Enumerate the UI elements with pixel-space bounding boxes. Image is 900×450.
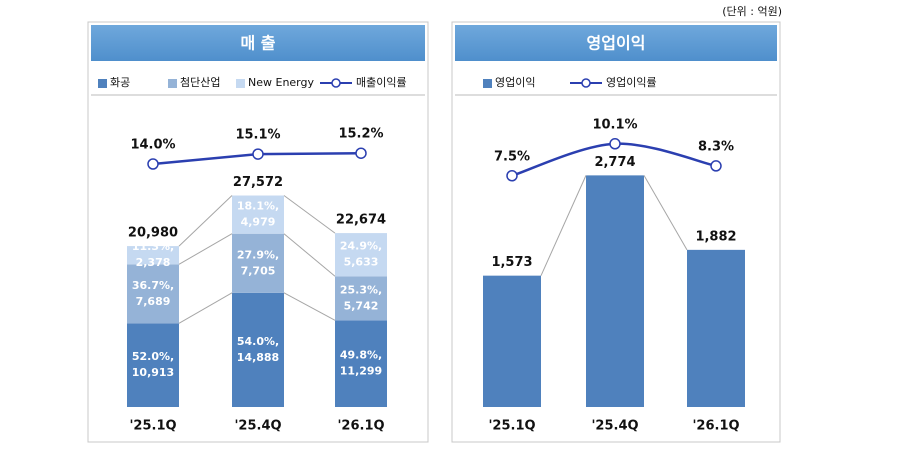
legend-label: 첨단산업 <box>180 76 220 89</box>
legend-label: 영업이익 <box>495 76 535 89</box>
total-label: 22,674 <box>336 213 386 228</box>
line-marker <box>609 138 621 150</box>
x-tick-label: '25.1Q <box>488 419 535 434</box>
segment-share-label: 54.0%, <box>237 335 279 348</box>
panel-header <box>455 25 777 61</box>
line-marker <box>506 170 518 182</box>
panel-title: 매 출 <box>240 34 275 53</box>
connector <box>283 292 336 321</box>
connector <box>178 195 233 247</box>
bar-segment <box>127 264 179 324</box>
legend-swatch <box>98 79 107 88</box>
segment-share-label: 25.3%, <box>340 283 382 296</box>
total-label: 27,572 <box>233 175 283 190</box>
connector <box>178 233 233 265</box>
segment-share-label: 27.9%, <box>237 248 279 261</box>
line-value-label: 14.0% <box>130 138 175 153</box>
segment-share-label: 49.8%, <box>340 349 382 362</box>
legend-label: 영업이익률 <box>606 76 657 89</box>
x-tick-label: '25.4Q <box>591 419 638 434</box>
bar-value-label: 2,774 <box>594 155 635 170</box>
legend-marker <box>581 78 591 88</box>
bar-value-label: 1,573 <box>491 255 532 270</box>
line-value-label: 7.5% <box>494 149 530 164</box>
legend-marker <box>331 78 341 88</box>
segment-value-label: 5,742 <box>344 299 379 312</box>
x-tick-label: '26.1Q <box>337 419 384 434</box>
segment-share-label: 36.7%, <box>132 279 174 292</box>
connector <box>283 233 336 277</box>
line-value-label: 8.3% <box>698 139 734 154</box>
line-marker <box>252 148 264 160</box>
connector <box>643 175 688 251</box>
bar-segment <box>127 246 179 265</box>
connector <box>178 292 233 324</box>
segment-value-label: 2,378 <box>136 256 171 269</box>
segment-share-label: 52.0%, <box>132 350 174 363</box>
connector <box>540 175 587 276</box>
segment-share-label: 11.3%, <box>132 240 174 253</box>
segment-share-label: 18.1%, <box>237 200 279 213</box>
line-marker <box>355 147 367 159</box>
bar-segment <box>335 320 387 407</box>
line-value-label: 10.1% <box>592 117 637 132</box>
bar-segment <box>687 249 745 407</box>
x-tick-label: '25.1Q <box>129 419 176 434</box>
bar-segment <box>335 276 387 321</box>
legend-swatch <box>236 79 245 88</box>
panel-header <box>91 25 425 61</box>
bar-value-label: 1,882 <box>695 229 736 244</box>
segment-value-label: 7,705 <box>241 264 276 277</box>
bar-segment <box>232 195 284 234</box>
segment-value-label: 11,299 <box>340 365 382 378</box>
total-label: 20,980 <box>128 226 178 241</box>
legend-swatch <box>483 79 492 88</box>
line-marker <box>710 160 722 172</box>
legend-label: New Energy <box>248 76 314 89</box>
panel-title: 영업이익 <box>587 34 646 53</box>
x-tick-label: '26.1Q <box>692 419 739 434</box>
line-marker <box>147 158 159 170</box>
unit-note: (단위 : 억원) <box>722 5 782 18</box>
x-tick-label: '25.4Q <box>234 419 281 434</box>
legend-swatch <box>168 79 177 88</box>
bar-segment <box>586 175 644 407</box>
line-value-label: 15.1% <box>235 128 280 143</box>
bar-segment <box>335 233 387 277</box>
connector <box>283 195 336 234</box>
bar-segment <box>232 233 284 293</box>
segment-value-label: 14,888 <box>237 351 279 364</box>
bar-segment <box>483 275 541 407</box>
segment-value-label: 10,913 <box>132 366 174 379</box>
segment-value-label: 5,633 <box>344 256 379 269</box>
legend-label: 화공 <box>110 76 130 89</box>
line-value-label: 15.2% <box>338 127 383 142</box>
legend-label: 매출이익률 <box>356 76 407 89</box>
segment-value-label: 7,689 <box>136 295 171 308</box>
segment-value-label: 4,979 <box>241 216 276 229</box>
bar-segment <box>127 323 179 407</box>
segment-share-label: 24.9%, <box>340 240 382 253</box>
bar-segment <box>232 292 284 407</box>
